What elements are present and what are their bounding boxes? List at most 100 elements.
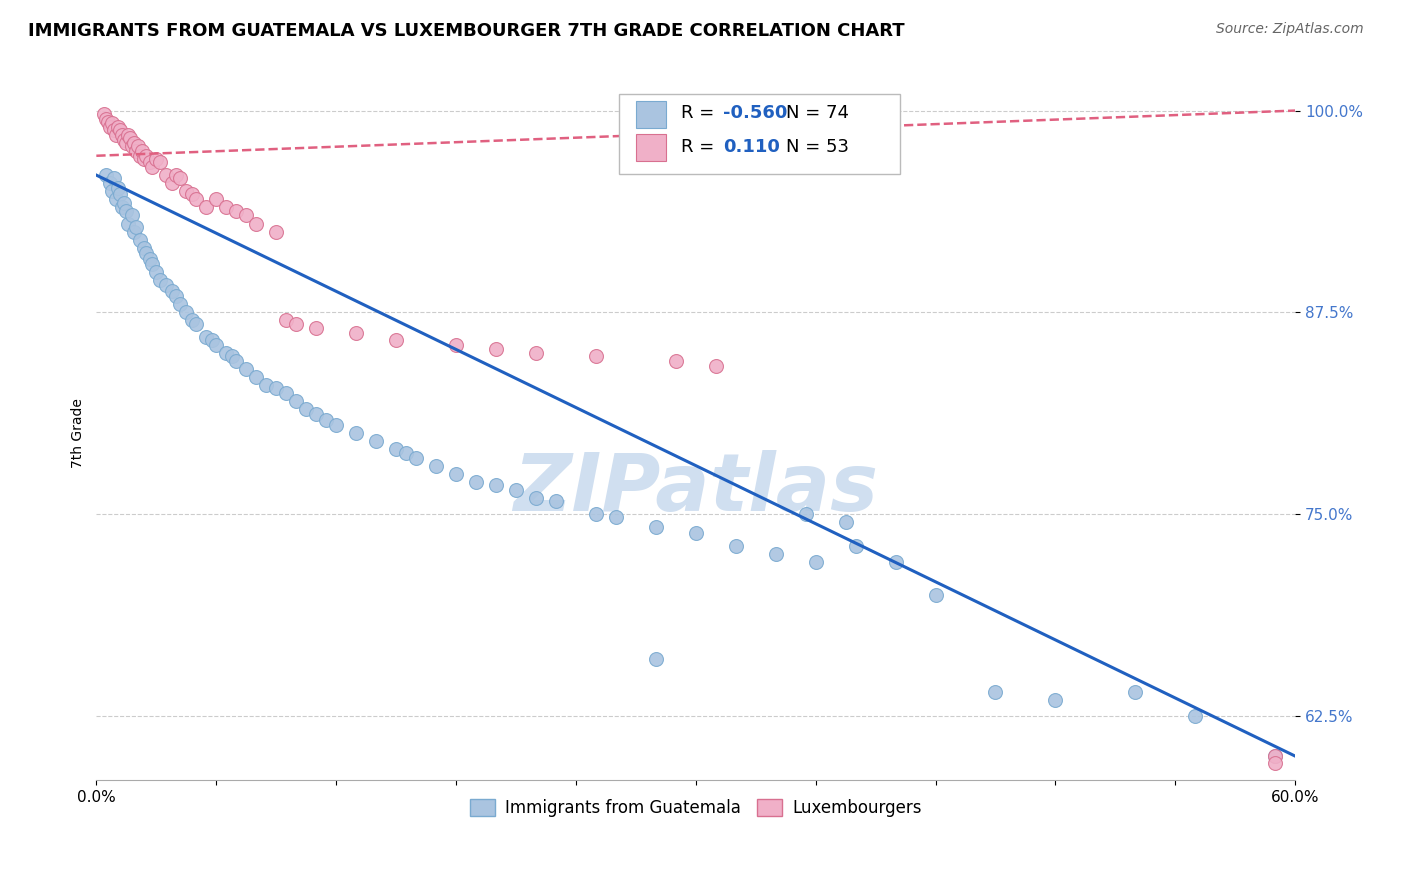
Point bbox=[125, 144, 148, 158]
Point bbox=[112, 133, 135, 147]
Point bbox=[115, 136, 138, 150]
Point bbox=[205, 192, 228, 206]
Point bbox=[215, 345, 238, 359]
Point bbox=[174, 184, 197, 198]
Point bbox=[121, 139, 143, 153]
Point bbox=[103, 171, 125, 186]
Point bbox=[364, 434, 387, 449]
Point bbox=[155, 277, 177, 292]
Point bbox=[101, 184, 124, 198]
Point bbox=[162, 285, 184, 299]
Point bbox=[120, 131, 142, 145]
Point bbox=[105, 128, 128, 142]
Point bbox=[129, 149, 152, 163]
Point bbox=[169, 171, 191, 186]
Point bbox=[524, 491, 547, 505]
Point bbox=[127, 139, 149, 153]
Point bbox=[225, 353, 247, 368]
Point bbox=[585, 507, 607, 521]
Text: ZIPatlas: ZIPatlas bbox=[513, 450, 879, 528]
Legend: Immigrants from Guatemala, Luxembourgers: Immigrants from Guatemala, Luxembourgers bbox=[463, 792, 928, 824]
Point bbox=[644, 520, 666, 534]
Text: N = 74: N = 74 bbox=[786, 104, 849, 122]
Point bbox=[169, 297, 191, 311]
Point bbox=[285, 317, 308, 331]
Point bbox=[1123, 684, 1146, 698]
Point bbox=[174, 305, 197, 319]
Point bbox=[315, 413, 337, 427]
Point bbox=[485, 343, 508, 357]
Point bbox=[425, 458, 447, 473]
Point bbox=[225, 203, 247, 218]
Point bbox=[103, 123, 125, 137]
Point bbox=[105, 192, 128, 206]
Point bbox=[465, 475, 488, 489]
Point bbox=[665, 353, 688, 368]
Point bbox=[385, 333, 408, 347]
Point bbox=[1264, 749, 1286, 764]
Y-axis label: 7th Grade: 7th Grade bbox=[72, 399, 86, 468]
Point bbox=[524, 345, 547, 359]
Point bbox=[93, 107, 115, 121]
Point bbox=[124, 225, 146, 239]
Point bbox=[107, 181, 129, 195]
Text: 0.110: 0.110 bbox=[723, 138, 779, 156]
Point bbox=[155, 168, 177, 182]
Point bbox=[834, 515, 856, 529]
Point bbox=[165, 168, 187, 182]
Point bbox=[295, 402, 318, 417]
Point bbox=[254, 378, 277, 392]
Point bbox=[276, 386, 298, 401]
Point bbox=[201, 333, 224, 347]
Point bbox=[181, 187, 204, 202]
Point bbox=[97, 115, 120, 129]
Point bbox=[96, 112, 118, 126]
Point bbox=[276, 313, 298, 327]
Point bbox=[195, 201, 218, 215]
Point bbox=[644, 652, 666, 666]
Point bbox=[505, 483, 527, 497]
Point bbox=[405, 450, 427, 465]
Point bbox=[884, 556, 907, 570]
Point bbox=[149, 273, 172, 287]
Point bbox=[794, 507, 817, 521]
Point bbox=[245, 369, 267, 384]
Point bbox=[101, 116, 124, 130]
Point bbox=[162, 176, 184, 190]
Point bbox=[135, 245, 157, 260]
Point bbox=[1184, 708, 1206, 723]
Point bbox=[115, 203, 138, 218]
Point bbox=[186, 192, 208, 206]
Point bbox=[1045, 692, 1067, 706]
Point bbox=[111, 201, 134, 215]
Point bbox=[704, 359, 727, 373]
Point bbox=[195, 329, 218, 343]
Point bbox=[1264, 756, 1286, 770]
Point bbox=[129, 233, 152, 247]
Point bbox=[117, 128, 139, 142]
Point bbox=[344, 426, 367, 441]
Point bbox=[165, 289, 187, 303]
Point bbox=[984, 684, 1007, 698]
Point bbox=[344, 326, 367, 341]
Point bbox=[141, 160, 163, 174]
Point bbox=[235, 209, 257, 223]
Point bbox=[264, 381, 287, 395]
Point bbox=[205, 337, 228, 351]
Point bbox=[139, 252, 162, 266]
Point bbox=[112, 195, 135, 210]
Point bbox=[125, 219, 148, 234]
Point bbox=[221, 349, 243, 363]
Text: Source: ZipAtlas.com: Source: ZipAtlas.com bbox=[1216, 22, 1364, 37]
Point bbox=[804, 556, 827, 570]
Point bbox=[110, 123, 132, 137]
Point bbox=[96, 168, 118, 182]
Point bbox=[385, 442, 408, 457]
Point bbox=[765, 547, 787, 561]
Point bbox=[141, 257, 163, 271]
Point bbox=[1264, 749, 1286, 764]
Point bbox=[121, 209, 143, 223]
Point bbox=[131, 144, 153, 158]
Point bbox=[325, 418, 347, 433]
Point bbox=[134, 152, 156, 166]
